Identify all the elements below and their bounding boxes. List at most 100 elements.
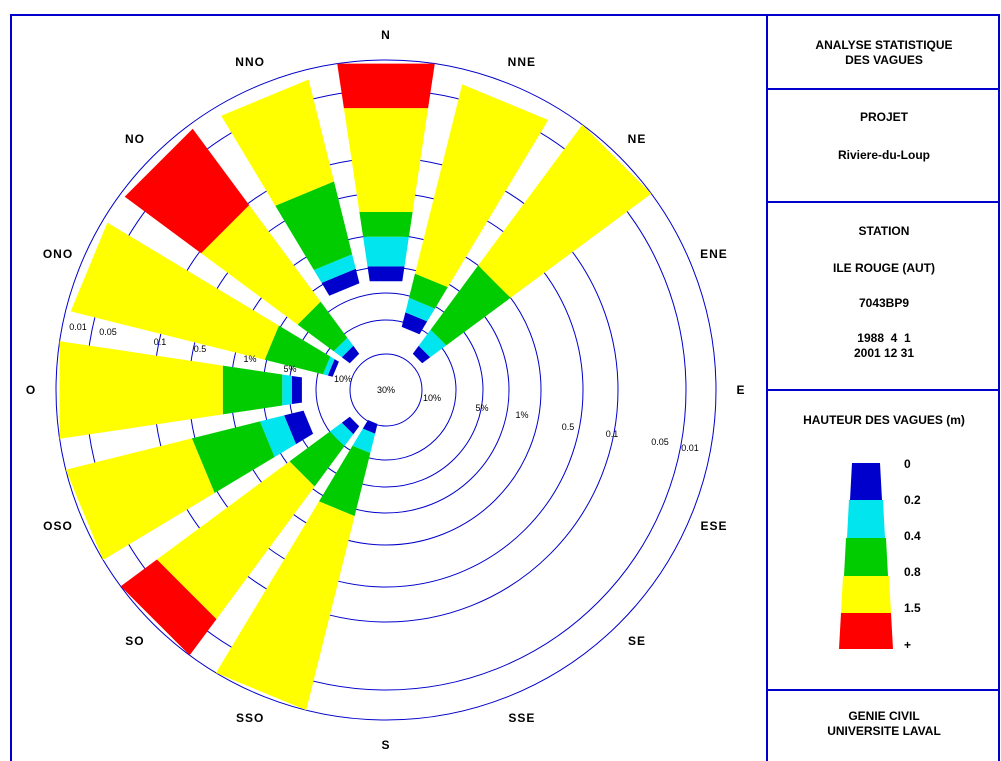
info-panel: ANALYSE STATISTIQUE DES VAGUES PROJET Ri… [766,16,1000,761]
ring-label-east-1: 10% [423,393,441,403]
direction-label-so: SO [125,634,144,648]
petal-nno-3 [221,79,334,206]
wave-rose-chart: N NNE NE ENE E ESE SE SSE S SSO SO OSO O ONO NO NNO 0.01… [26,28,745,752]
direction-label-n: N [381,28,391,42]
direction-label-sse: SSE [508,711,535,725]
ring-8 [55,59,717,721]
petal-o-0 [292,376,302,404]
petal-n-4 [343,108,429,212]
direction-label-sso: SSO [236,711,264,725]
divider [768,201,1000,203]
petal-so-3 [156,461,315,620]
petal-sso-2 [319,445,371,517]
petal-n-1 [367,266,405,282]
direction-label-e: E [736,383,745,397]
divider [768,389,1000,391]
petal-sso-0 [362,420,378,434]
ring-label-west-5: 5% [283,364,296,374]
divider [768,689,1000,691]
panel-title: ANALYSE STATISTIQUE DES VAGUES [768,38,1000,68]
petal-nno-0 [321,268,360,296]
petal-o-3 [59,341,223,439]
date-start: 1988 4 1 [857,331,911,345]
projet-value: Riviere-du-Loup [838,148,930,162]
legend-label-2: 0.4 [904,529,921,543]
petal-no-1 [333,337,354,358]
petal-ono-1 [322,356,335,376]
direction-label-nno: NNO [235,55,265,69]
legend-title: HAUTEUR DES VAGUES (m) [803,413,965,427]
ring-label-west-0: 0.01 [69,322,87,332]
petal-oso-3 [65,438,215,560]
ring-label-east-5: 0.1 [606,429,619,439]
panel-title-line1: ANALYSE STATISTIQUE [815,38,953,52]
petal-no-0 [341,345,360,364]
legend-swatch-4 [839,613,893,649]
petal-n-2 [363,236,409,267]
direction-label-s: S [381,738,390,752]
panel-title-line2: DES VAGUES [845,53,923,67]
direction-label-se: SE [628,634,646,648]
projet-label: PROJET [859,110,908,124]
petal-ne-3 [478,124,652,298]
ring-label-west-2: 0.1 [154,337,167,347]
legend-label-4: 1.5 [904,601,921,615]
direction-label-no: NO [125,132,145,146]
petal-ne-2 [430,265,511,346]
legend-swatch-2 [844,538,888,576]
legend-label-1: 0.2 [904,493,921,507]
petal-ono-0 [327,359,339,377]
petal-so-4 [120,559,217,656]
ring-label-west-1: 0.05 [99,327,117,337]
legend-label-3: 0.8 [904,565,921,579]
petal-no-4 [124,128,250,254]
petal-so-2 [289,431,345,487]
ring-label-east-6: 0.05 [651,437,669,447]
date-range: 1988 4 1 2001 12 31 [768,331,1000,361]
station-name: ILE ROUGE (AUT) [833,261,935,275]
petal-nno-2 [275,181,353,270]
petal-no-2 [297,301,348,352]
petal-ne-1 [418,329,447,358]
ring-label-east-0: 30% [377,385,395,395]
direction-label-nne: NNE [508,55,536,69]
petal-nne-1 [405,297,435,322]
footer: GENIE CIVIL UNIVERSITE LAVAL [768,709,1000,739]
petal-n-3 [359,212,413,237]
petal-ono-3 [70,222,279,360]
legend-swatch-3 [841,576,891,613]
petal-nno-1 [313,254,356,283]
petal-ne-0 [412,345,431,364]
petal-nne-0 [401,312,428,335]
ring-1 [315,319,457,461]
direction-label-ene: ENE [700,247,728,261]
legend-swatch-1 [847,500,885,538]
ring-label-west-6: 10% [334,374,352,384]
ring-label-east-3: 1% [515,410,528,420]
petal-sso-3 [216,501,355,711]
petal-o-1 [282,374,292,406]
petal-so-0 [341,416,360,435]
petal-no-3 [201,205,321,325]
petal-nne-3 [415,84,549,288]
petal-oso-0 [284,410,314,445]
petal-sso-1 [352,428,376,454]
date-end: 2001 12 31 [853,346,915,360]
direction-label-ne: NE [628,132,647,146]
petal-ono-2 [264,325,331,375]
ring-label-west-3: 0.5 [194,344,207,354]
footer-line2: UNIVERSITE LAVAL [827,724,941,738]
direction-label-ono: ONO [43,247,73,261]
ring-label-west-4: 1% [243,354,256,364]
station-label: STATION [858,224,910,238]
divider [768,88,1000,90]
petal-o-2 [222,365,283,415]
direction-label-o: O [26,383,36,397]
height-legend: 0 0.2 0.4 0.8 1.5 + [839,457,921,652]
petal-oso-2 [191,421,275,493]
legend-label-0: 0 [904,457,911,471]
ring-label-east-2: 5% [475,403,488,413]
station-code: 7043BP9 [858,296,910,310]
petal-n-5 [337,63,435,109]
legend-swatch-0 [850,463,882,500]
